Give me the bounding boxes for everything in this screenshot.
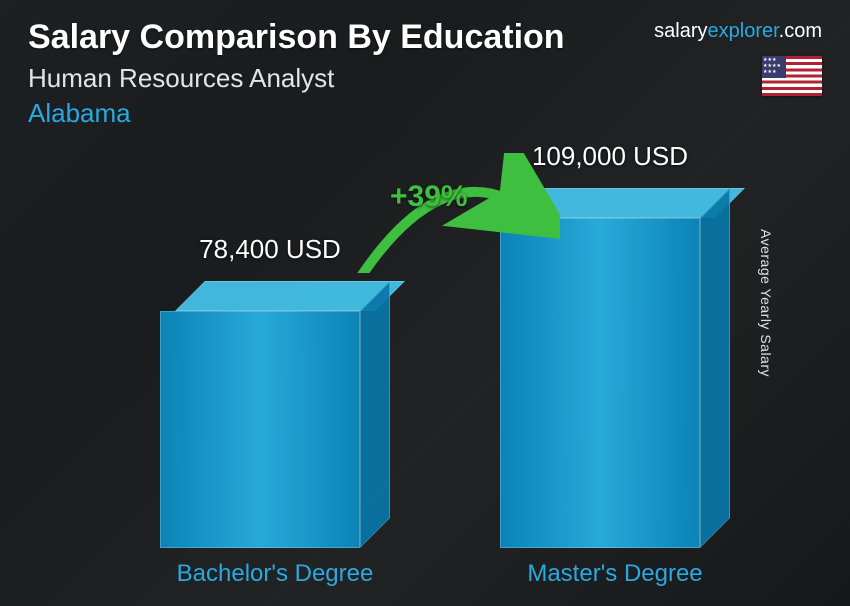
- bar-side-face: [360, 281, 390, 548]
- bar-chart: 78,400 USD Bachelor's Degree 109,000 USD…: [0, 150, 850, 606]
- flag-canton: [762, 56, 786, 78]
- brand-part2: explorer: [708, 20, 779, 42]
- page-subtitle: Human Resources Analyst: [28, 63, 822, 94]
- bar-bachelors: 78,400 USD: [160, 311, 360, 548]
- brand-part1: salary: [654, 20, 707, 42]
- bar-shape: [160, 311, 360, 548]
- brand-logo: salaryexplorer.com: [654, 20, 822, 43]
- bar-front-face: [160, 311, 360, 548]
- region-label: Alabama: [28, 98, 822, 129]
- bar-category-label: Master's Degree: [485, 560, 745, 588]
- bar-side-face: [700, 188, 730, 548]
- country-flag-icon: [762, 56, 822, 96]
- increase-percentage: +39%: [390, 180, 468, 214]
- brand-part3: .com: [779, 20, 822, 42]
- bar-category-label: Bachelor's Degree: [145, 560, 405, 588]
- flag-stripes: [762, 56, 822, 96]
